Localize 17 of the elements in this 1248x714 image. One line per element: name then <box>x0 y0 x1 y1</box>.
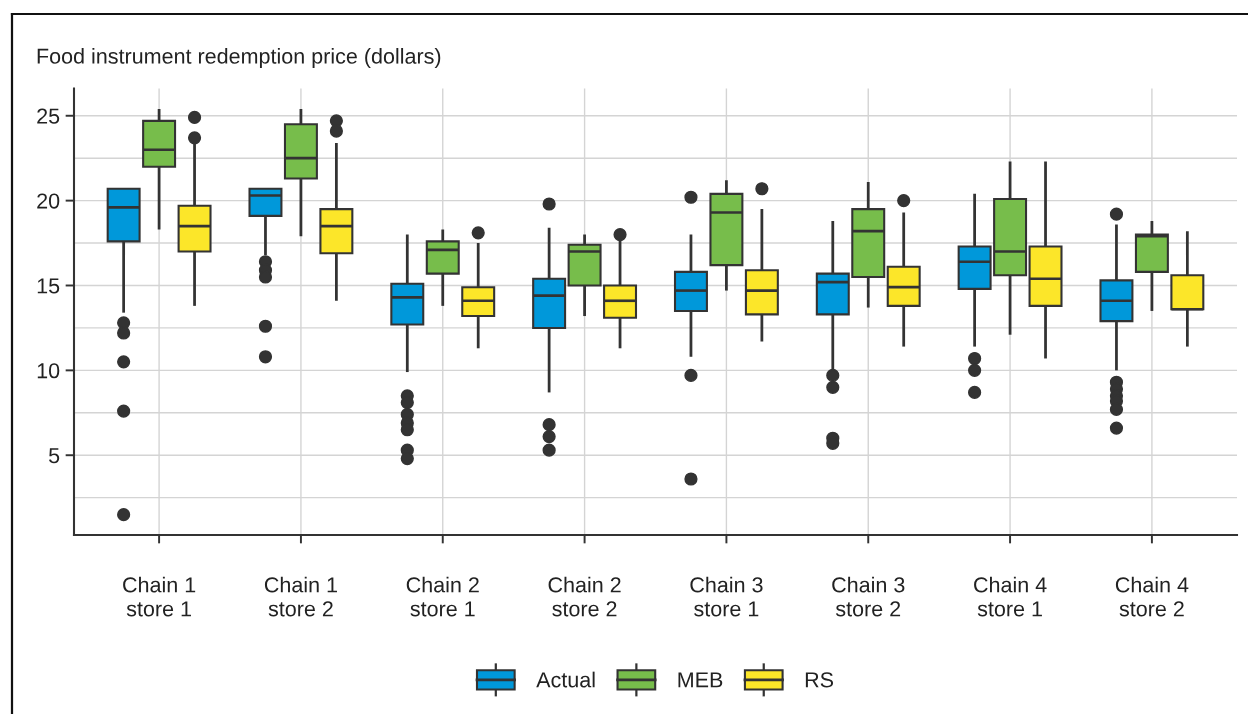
y-tick-label: 25 <box>37 108 60 124</box>
x-tick-label: Chain 3 store 1 <box>690 576 763 617</box>
y-tick-label: 10 <box>37 363 60 379</box>
legend-label: RS <box>805 672 834 688</box>
legend-label: MEB <box>678 672 723 688</box>
legend-label: Actual <box>536 671 595 688</box>
x-tick-label: Chain 1 store 2 <box>264 576 337 617</box>
y-tick-label: 15 <box>37 278 60 294</box>
y-tick-label: 5 <box>49 448 60 464</box>
x-tick-label: Chain 4 store 1 <box>974 576 1047 617</box>
x-tick-label: Chain 3 store 2 <box>832 576 905 617</box>
x-tick-label: Chain 2 store 2 <box>548 576 621 617</box>
x-tick-label: Chain 4 store 2 <box>1115 576 1189 617</box>
x-tick-label: Chain 1 store 1 <box>123 576 196 617</box>
y-axis-title: Food instrument redemption price (dollars) <box>37 47 441 69</box>
x-tick-label: Chain 2 store 1 <box>406 576 479 617</box>
y-tick-label: 20 <box>37 193 60 209</box>
